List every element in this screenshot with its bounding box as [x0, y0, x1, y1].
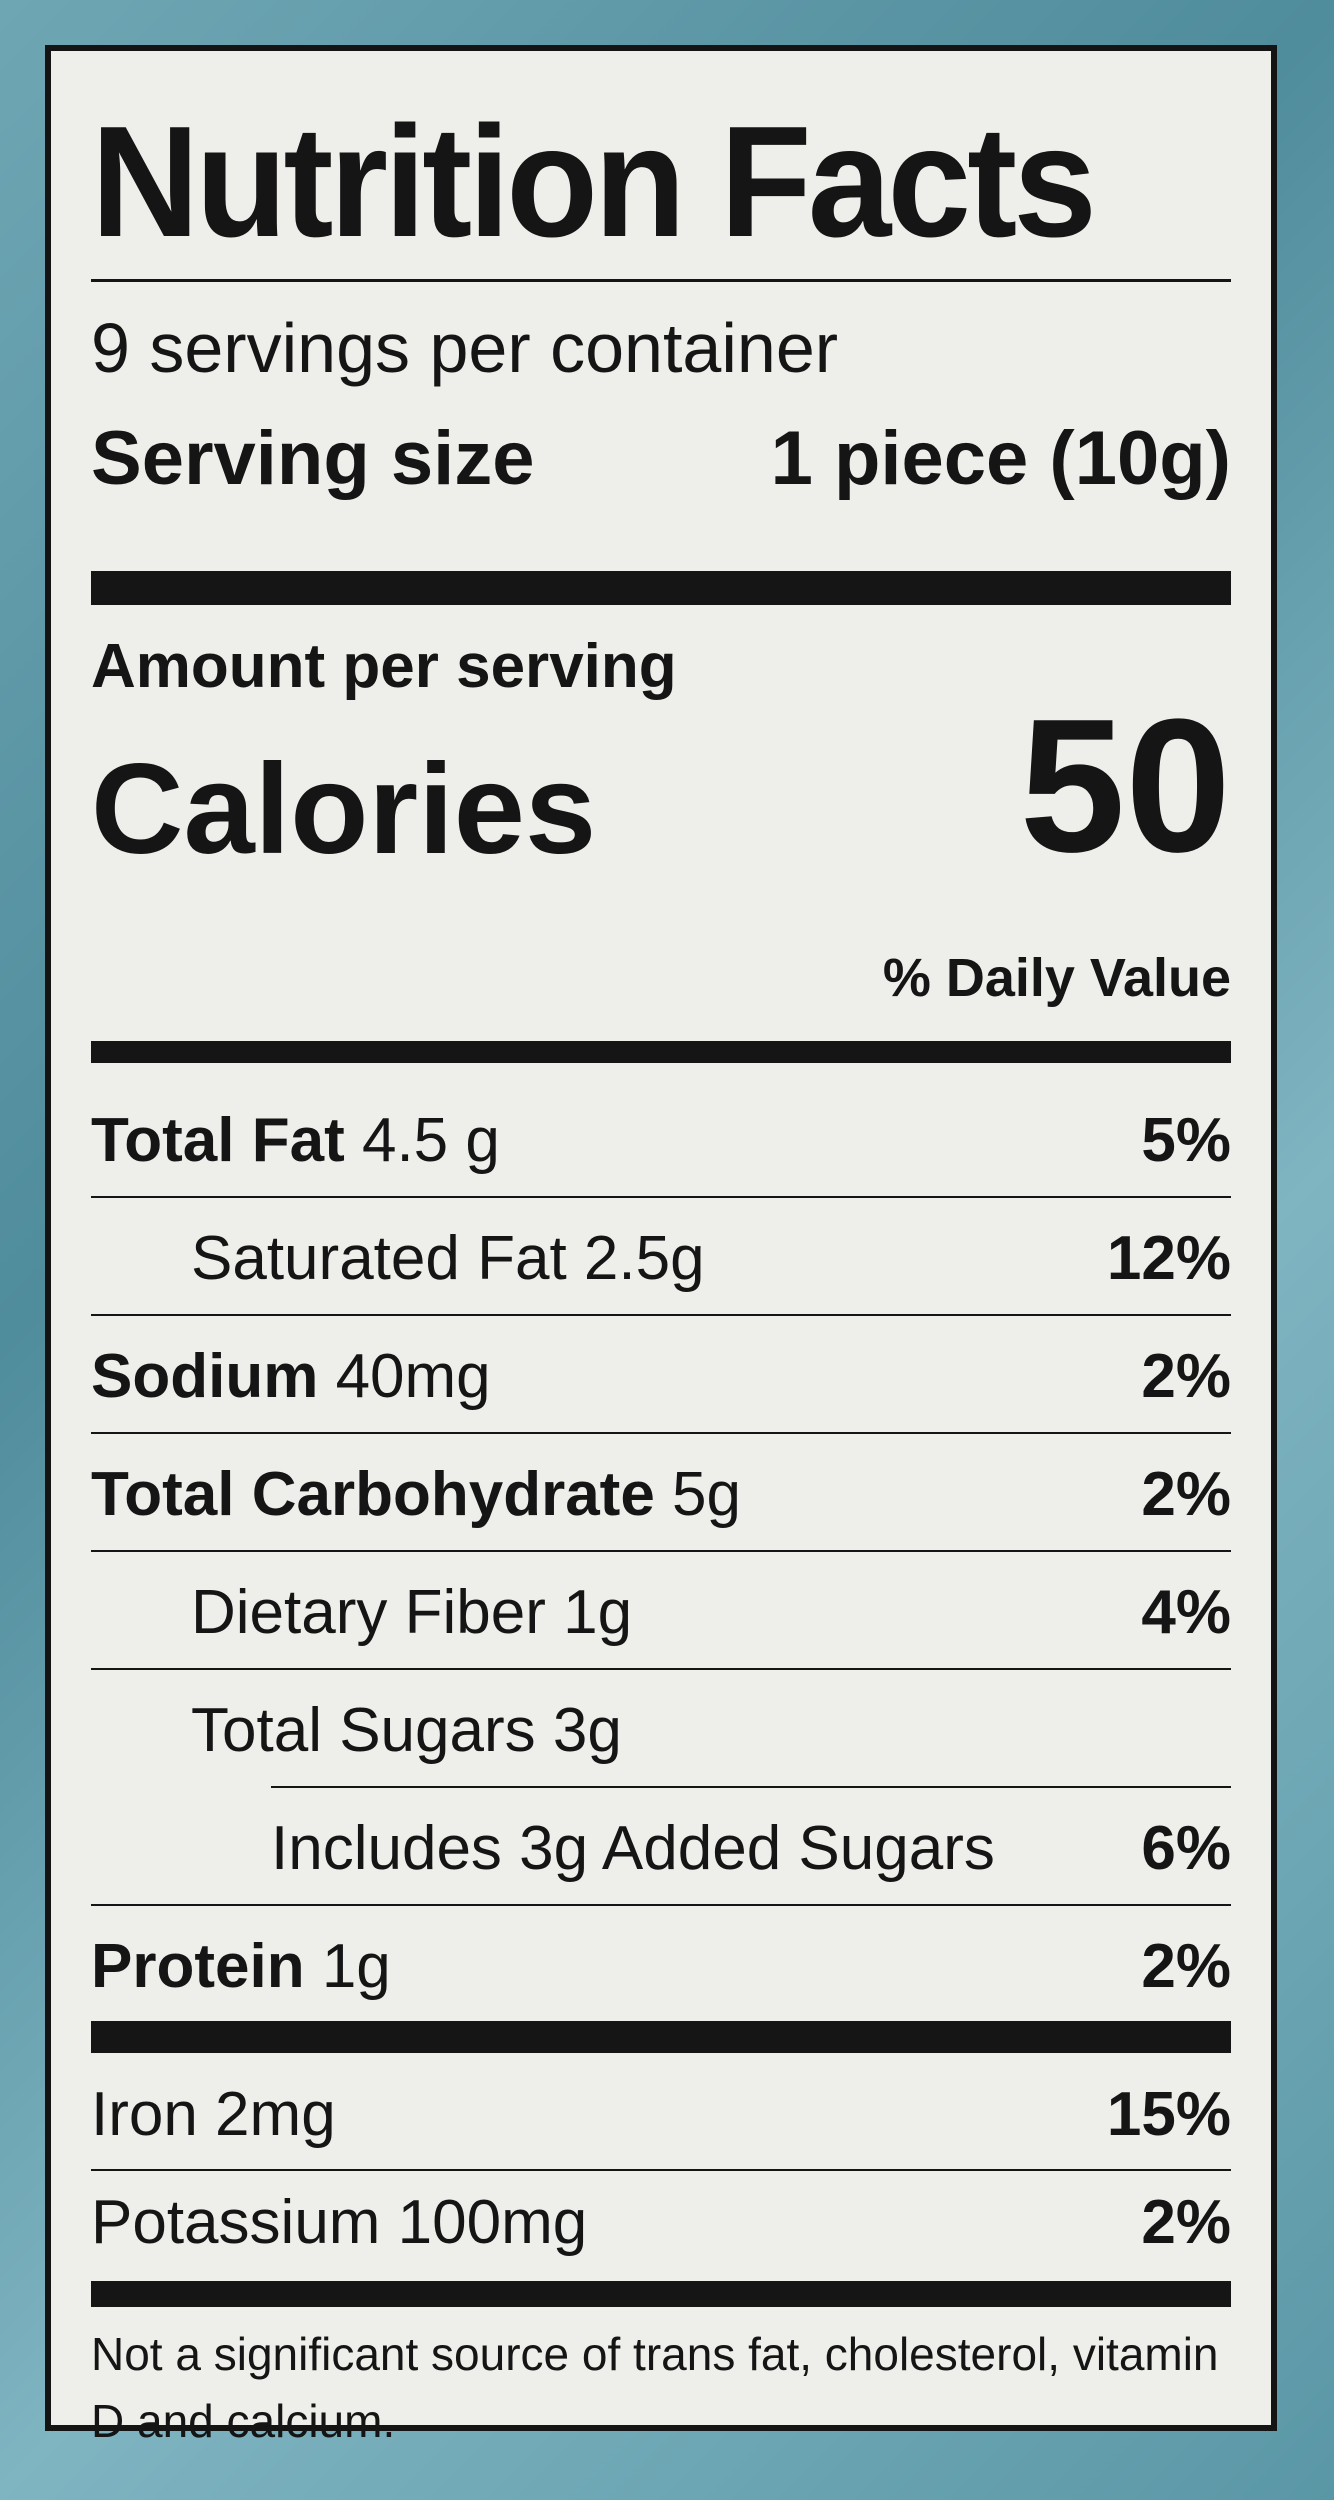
- nutrient-amount: 5g: [672, 1459, 742, 1529]
- row-divider: [91, 1550, 1231, 1552]
- nutrient-name: Protein: [91, 1931, 305, 2001]
- nutrient-name: Sodium: [91, 1341, 319, 1411]
- mineral-name: Potassium 100mg: [91, 2187, 588, 2257]
- serving-size-label: Serving size: [91, 416, 535, 501]
- thick-rule-middle: [91, 2021, 1231, 2053]
- mineral-name: Iron 2mg: [91, 2079, 336, 2149]
- nutrient-name: Total Sugars 3g: [191, 1695, 622, 1765]
- row-divider: [91, 1196, 1231, 1198]
- serving-size-value: 1 piece (10g): [770, 416, 1231, 501]
- nutrient-dv: 4%: [1141, 1577, 1231, 1647]
- amount-per-serving: Amount per serving: [91, 632, 677, 701]
- calories-value: 50: [1019, 680, 1231, 892]
- nutrient-dv: 2%: [1141, 1931, 1231, 2001]
- row-divider: [91, 1668, 1231, 1670]
- nutrient-name: Total Fat: [91, 1105, 345, 1175]
- nutrient-name: Includes 3g Added Sugars: [271, 1813, 995, 1883]
- nutrient-amount: 40mg: [335, 1341, 491, 1411]
- mineral-dv: 2%: [1141, 2187, 1231, 2257]
- nutrient-row-protein: Protein 1g 2%: [91, 1907, 1231, 2025]
- label-title: Nutrition Facts: [91, 94, 1097, 270]
- row-divider: [91, 1904, 1231, 1906]
- nutrient-dv: 5%: [1141, 1105, 1231, 1175]
- nutrient-row-dietary-fiber: Dietary Fiber 1g 4%: [91, 1553, 1231, 1671]
- mineral-row-potassium: Potassium 100mg 2%: [91, 2163, 1231, 2281]
- daily-value-header: % Daily Value: [882, 948, 1231, 1008]
- nutrient-amount: 1g: [321, 1931, 391, 2001]
- nutrient-row-saturated-fat: Saturated Fat 2.5g 12%: [91, 1199, 1231, 1317]
- mineral-dv: 15%: [1106, 2079, 1231, 2149]
- medium-rule: [91, 1041, 1231, 1063]
- nutrient-name: Saturated Fat 2.5g: [191, 1223, 705, 1293]
- nutrient-row-sodium: Sodium 40mg 2%: [91, 1317, 1231, 1435]
- nutrient-row-total-fat: Total Fat 4.5 g 5%: [91, 1081, 1231, 1199]
- row-divider: [271, 1786, 1231, 1788]
- nutrient-dv: 2%: [1141, 1459, 1231, 1529]
- nutrient-dv: 2%: [1141, 1341, 1231, 1411]
- nutrient-name: Total Carbohydrate: [91, 1459, 655, 1529]
- nutrient-row-total-sugars: Total Sugars 3g: [91, 1671, 1231, 1789]
- title-rule: [91, 279, 1231, 282]
- nutrient-row-total-carbohydrate: Total Carbohydrate 5g 2%: [91, 1435, 1231, 1553]
- servings-per-container: 9 servings per container: [91, 309, 839, 387]
- nutrition-label: Nutrition Facts 9 servings per container…: [45, 45, 1277, 2447]
- thick-rule-bottom: [91, 2281, 1231, 2307]
- calories-label: Calories: [91, 738, 597, 881]
- row-divider: [91, 1314, 1231, 1316]
- nutrient-dv: 6%: [1141, 1813, 1231, 1883]
- serving-size-row: Serving size 1 piece (10g): [91, 421, 1231, 497]
- row-divider: [91, 2169, 1231, 2171]
- nutrient-name: Dietary Fiber 1g: [191, 1577, 633, 1647]
- mineral-row-iron: Iron 2mg 15%: [91, 2055, 1231, 2173]
- nutrient-row-added-sugars: Includes 3g Added Sugars 6%: [91, 1789, 1231, 1907]
- footnote: Not a significant source of trans fat, c…: [91, 2328, 1219, 2447]
- nutrient-dv: 12%: [1106, 1223, 1231, 1293]
- thick-rule-top: [91, 571, 1231, 605]
- row-divider: [91, 1432, 1231, 1434]
- nutrient-amount: 4.5 g: [361, 1105, 500, 1175]
